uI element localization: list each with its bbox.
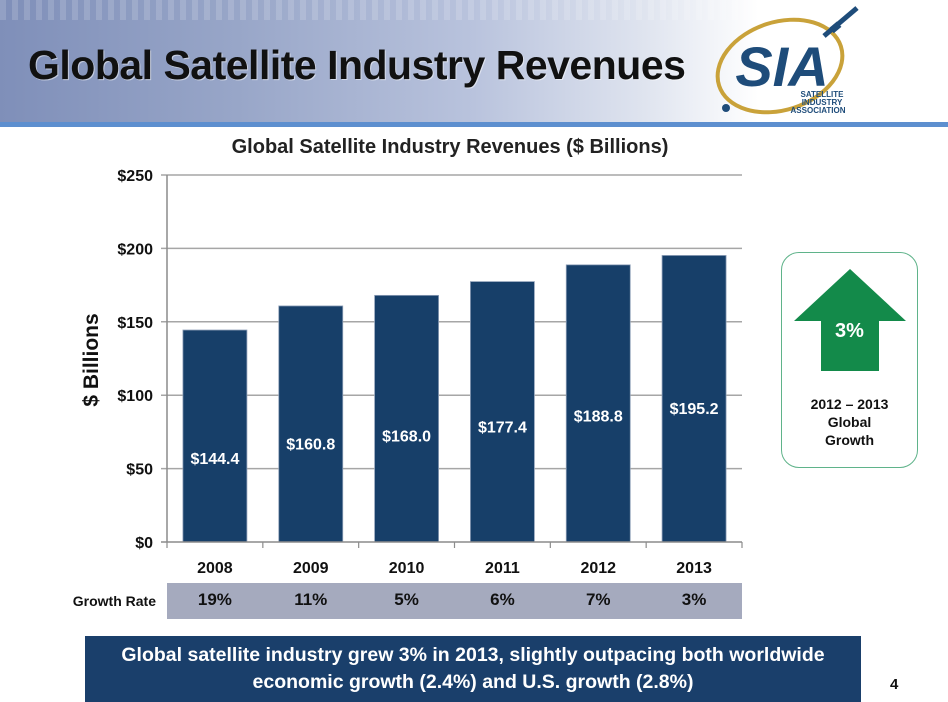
y-tick-label: $50 [126,462,153,479]
growth-rate-row [167,583,742,619]
y-tick-label: $150 [117,315,153,332]
logo-subtitle-2: INDUSTRY [802,98,843,107]
bar-layer [182,255,727,543]
header-divider [0,122,948,127]
bar-2009 [278,305,344,543]
bar-2012 [565,264,631,543]
x-tick-label: 2012 [580,560,616,577]
grid-layer [161,174,742,470]
logo-orbit [715,17,845,115]
growth-callout-label-line-3: Growth [825,432,874,448]
bar-2011 [470,281,535,543]
growth-callout-label-line-1: 2012 – 2013 [810,396,889,412]
summary-text: Global satellite industry grew 3% in 201… [121,644,825,693]
growth-callout: 3% 2012 – 2013 Global Growth [781,252,918,468]
growth-rate-cell: 6% [490,590,515,609]
logo-text: SIA [735,35,828,98]
growth-rate-cell: 11% [294,590,328,609]
x-tick-label: 2010 [389,560,425,577]
data-label: $168.0 [382,429,431,446]
up-arrow-icon [794,269,906,371]
y-tick-label: $200 [117,241,153,258]
y-axis-label: $ Billions [80,313,103,406]
growth-callout-label-line-2: Global [827,414,872,430]
label-layer: $0 $50 $100 $150 $200 $250 $144.4 2008 $160.8 200… [117,168,718,577]
growth-rate-cell: 7% [585,590,611,609]
header-texture [0,0,948,20]
growth-callout-label: 2012 – 2013 Global Growth [782,395,917,449]
chart-title: Global Satellite Industry Revenues ($ Bi… [231,136,669,158]
data-label: $188.8 [574,408,623,425]
bar-2008 [182,329,248,543]
x-tick-label: 2009 [293,560,329,577]
logo-dish [722,104,730,112]
y-tick-label: $0 [135,535,153,552]
page-title: Global Satellite Industry Revenues [28,42,686,88]
data-label: $177.4 [478,419,527,436]
logo-subtitle-3: ASSOCIATION [791,106,846,115]
satellite-icon [822,6,859,38]
growth-rate-cell: 19% [197,590,232,609]
bar-2010 [374,294,439,543]
logo-subtitle-1: SATELLITE [801,90,845,99]
growth-rate-cell: 3% [681,590,707,609]
x-tick-label: 2011 [485,560,520,577]
bar-2013 [661,255,727,543]
axis-layer [161,175,743,548]
data-label: $195.2 [670,401,719,418]
summary-banner: Global satellite industry grew 3% in 201… [85,636,861,702]
x-tick-label: 2013 [676,560,712,577]
growth-rate-label: Growth Rate [72,593,156,609]
page-number: 4 [890,676,899,693]
x-tick-label: 2008 [197,560,233,577]
growth-rate-cell: 5% [394,590,419,609]
data-label: $160.8 [286,436,335,453]
sia-logo: SIA SATELLITE INDUSTRY ASSOCIATION [715,6,859,115]
y-tick-label: $100 [117,388,153,405]
data-label: $144.4 [190,451,239,468]
growth-callout-value: 3% [835,320,864,342]
y-tick-label: $250 [117,168,153,185]
